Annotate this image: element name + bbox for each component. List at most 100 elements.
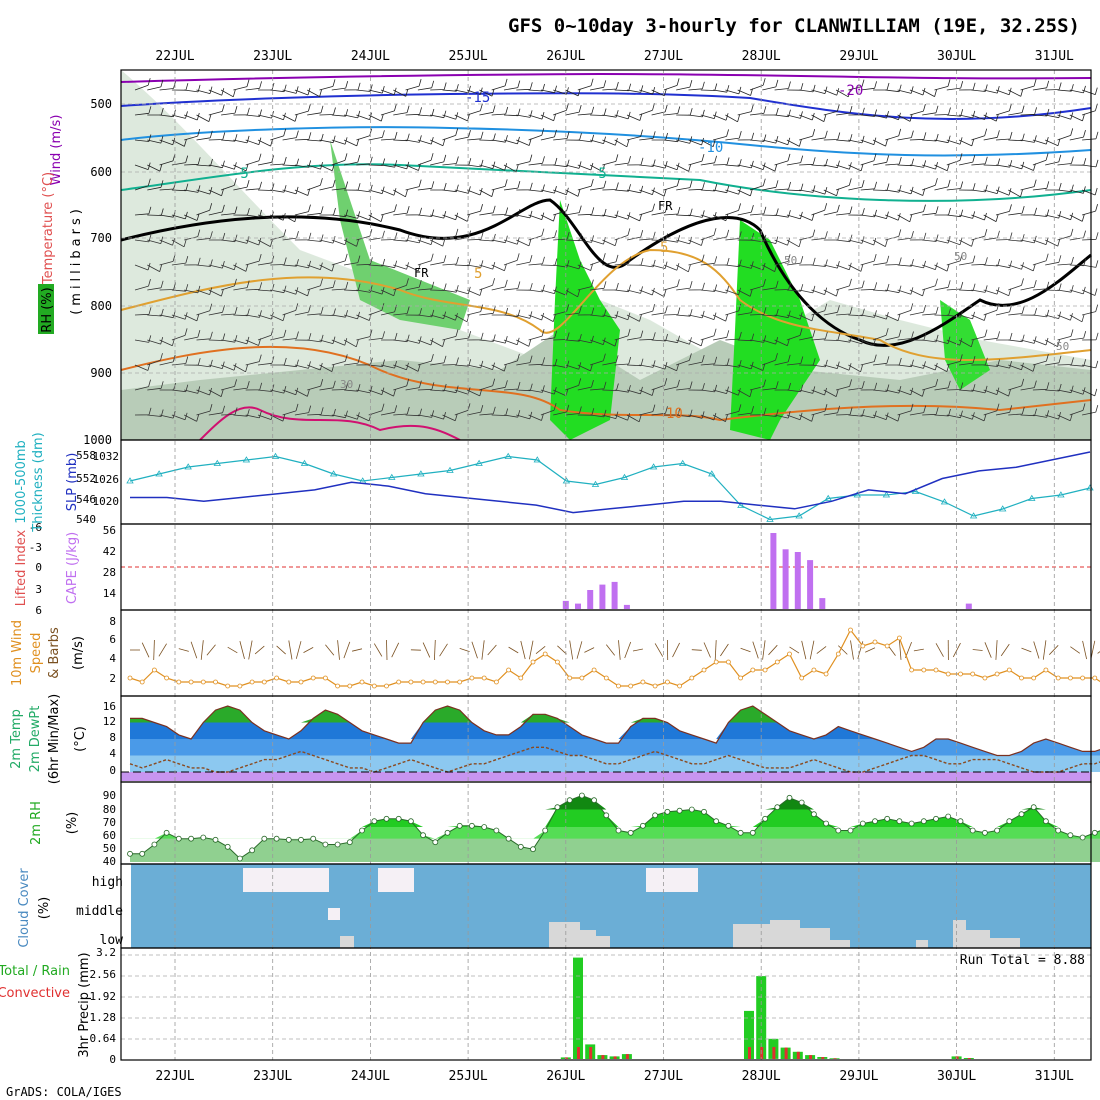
wind-barb bbox=[836, 407, 853, 416]
wind-barb bbox=[725, 303, 742, 316]
wind-barb bbox=[331, 281, 349, 291]
wind-barb-10m bbox=[752, 641, 759, 659]
wind-barb bbox=[934, 235, 951, 244]
wind-barb bbox=[651, 104, 668, 116]
ylabel-lifted-index: Lifted Index bbox=[14, 529, 29, 606]
wind-barb bbox=[860, 382, 878, 391]
wind-barb bbox=[540, 358, 558, 367]
wind-barb bbox=[528, 328, 545, 341]
wind-barb bbox=[995, 388, 1011, 397]
wind-barb bbox=[897, 214, 913, 223]
wind-speed-point bbox=[457, 679, 463, 685]
wind-barb bbox=[590, 108, 607, 116]
wind-barb bbox=[282, 114, 298, 122]
wind-barb bbox=[848, 364, 863, 373]
wind-barb bbox=[602, 81, 619, 91]
wind-barb bbox=[540, 213, 556, 222]
date-label-top: 27JUL bbox=[644, 49, 683, 64]
cape-tick-14: 14 bbox=[103, 587, 117, 600]
wind-speed-point bbox=[994, 671, 1000, 677]
wind-barb bbox=[307, 133, 324, 142]
wind-barb bbox=[626, 185, 644, 194]
wind-barb bbox=[860, 237, 877, 246]
wind-barb bbox=[184, 128, 201, 141]
wind-barb bbox=[282, 214, 298, 223]
wind-barb bbox=[922, 362, 938, 371]
cloud-low-block-2 bbox=[549, 922, 610, 948]
wind-barb bbox=[430, 138, 446, 147]
date-label-bottom: 29JUL bbox=[839, 1069, 878, 1084]
wind-barb bbox=[589, 353, 606, 366]
wind-speed-point bbox=[713, 659, 719, 665]
wind-barb bbox=[971, 357, 988, 366]
wind-barb bbox=[134, 307, 152, 316]
wind-barb bbox=[245, 282, 263, 291]
wind-barb bbox=[220, 178, 237, 191]
wind-barb-10m bbox=[1082, 640, 1087, 660]
wind-barb bbox=[245, 382, 263, 391]
wind-speed-point bbox=[542, 651, 548, 657]
wind-barb bbox=[626, 85, 644, 93]
wind-barb bbox=[848, 280, 865, 291]
wind-barb bbox=[737, 289, 753, 297]
wind-barb bbox=[946, 354, 963, 366]
wind-barb bbox=[676, 353, 692, 366]
wind-barb bbox=[380, 204, 397, 216]
wind-barb bbox=[307, 362, 323, 371]
wind-barb bbox=[467, 304, 484, 316]
wind-barb bbox=[1045, 238, 1061, 247]
rh-point bbox=[456, 822, 463, 829]
wind-barb bbox=[700, 228, 717, 241]
wind-barb bbox=[503, 108, 521, 117]
wind-barb bbox=[885, 385, 902, 394]
wind-barb bbox=[909, 232, 927, 241]
wind-barb bbox=[1081, 187, 1098, 196]
wind-barb bbox=[872, 239, 888, 247]
wind-barb bbox=[626, 414, 642, 423]
wind-barb bbox=[713, 330, 730, 341]
wind-speed-point bbox=[1006, 667, 1012, 673]
wind-barb bbox=[184, 313, 200, 322]
wind-barb bbox=[1045, 138, 1061, 147]
wind-barb bbox=[368, 258, 386, 267]
rh-point bbox=[933, 815, 939, 822]
wind-barb bbox=[811, 231, 828, 241]
wind-barb bbox=[700, 155, 717, 166]
wind-barb bbox=[1082, 360, 1099, 369]
wind-barb bbox=[196, 303, 213, 316]
wind-barb bbox=[713, 229, 730, 241]
wind-barb-10m bbox=[1033, 641, 1040, 659]
wind-barb bbox=[885, 128, 902, 141]
wind-speed-point bbox=[726, 659, 731, 665]
wind-barb bbox=[221, 206, 238, 216]
wind-barb bbox=[208, 333, 226, 341]
wind-barb bbox=[995, 360, 1012, 369]
rh-tick-80: 80 bbox=[103, 803, 116, 816]
wind-speed-point bbox=[811, 667, 817, 673]
wind-barb bbox=[516, 383, 533, 392]
wind-barb bbox=[922, 178, 938, 191]
ylabel-precip-2: Convective bbox=[0, 986, 70, 1001]
wind-barb bbox=[466, 187, 483, 196]
wind-barb bbox=[405, 380, 422, 391]
rh-tick-90: 90 bbox=[103, 789, 116, 802]
rh-point bbox=[249, 847, 256, 854]
wind-barb bbox=[700, 356, 718, 366]
wind-barb bbox=[737, 361, 754, 370]
wind-barb bbox=[1057, 385, 1074, 394]
temp-dewpoint-fill bbox=[121, 705, 1100, 781]
rh-shading-bright-2 bbox=[730, 220, 820, 440]
wind-barb-10m bbox=[952, 642, 961, 658]
precip-ylabels: Total / Rain Convective 3hr Precip (mm) bbox=[0, 952, 92, 1057]
wind-speed-point bbox=[335, 683, 341, 689]
wind-barb bbox=[934, 107, 951, 116]
wind-speed-point bbox=[897, 635, 902, 641]
date-label-top: 23JUL bbox=[253, 49, 292, 64]
wind-barb bbox=[823, 389, 839, 397]
wind-barb bbox=[959, 211, 976, 219]
wind-barb bbox=[602, 210, 619, 219]
wind-barb-10m bbox=[325, 644, 335, 656]
rh2m-fill bbox=[127, 792, 1100, 862]
wind-barb bbox=[294, 405, 312, 416]
wind-barb bbox=[1020, 336, 1037, 344]
